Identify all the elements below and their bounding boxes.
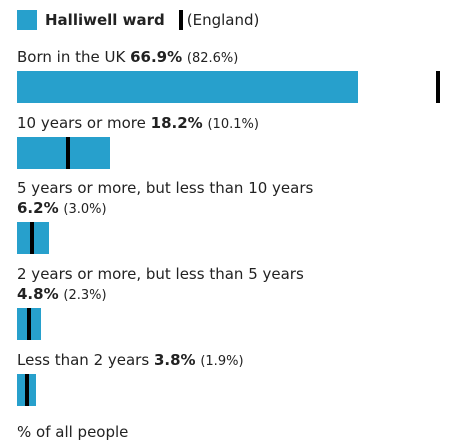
ward-bar — [17, 137, 110, 169]
category-label: Less than 2 years — [17, 351, 150, 369]
england-marker — [26, 308, 31, 340]
row-label: 2 years or more, but less than 5 years 4.… — [17, 264, 304, 306]
england-value-label: (2.3%) — [63, 288, 107, 303]
value-label: 18.2% — [150, 114, 203, 132]
england-legend-marker — [178, 10, 183, 30]
value-label: 66.9% — [130, 48, 183, 66]
england-value-label: (82.6%) — [186, 51, 239, 66]
row-label: Less than 2 years 3.8% (1.9%) — [17, 350, 244, 372]
england-legend-label: (England) — [186, 11, 260, 29]
england-marker — [436, 71, 441, 103]
value-label: 3.8% — [153, 351, 196, 369]
value-label: 4.8% — [17, 285, 59, 303]
legend: Halliwell ward (England) — [17, 8, 259, 32]
row-label: Born in the UK 66.9% (82.6%) — [17, 47, 238, 69]
category-label: 2 years or more, but less than 5 years — [17, 265, 304, 283]
england-marker — [30, 222, 35, 254]
category-label: Born in the UK — [17, 48, 126, 66]
category-label: 10 years or more — [17, 114, 146, 132]
ward-legend-swatch — [17, 10, 37, 30]
category-label: 5 years or more, but less than 10 years — [17, 179, 314, 197]
england-marker — [24, 374, 29, 406]
england-marker — [66, 137, 71, 169]
england-value-label: (10.1%) — [207, 117, 259, 132]
axis-footer-label: % of all people — [17, 423, 129, 441]
ward-bar — [17, 71, 358, 103]
england-value-label: (3.0%) — [63, 202, 107, 217]
england-value-label: (1.9%) — [200, 354, 244, 369]
row-label: 5 years or more, but less than 10 years 6… — [17, 178, 313, 220]
ward-legend-label: Halliwell ward — [45, 11, 165, 29]
row-label: 10 years or more 18.2% (10.1%) — [17, 113, 259, 135]
value-label: 6.2% — [17, 199, 59, 217]
